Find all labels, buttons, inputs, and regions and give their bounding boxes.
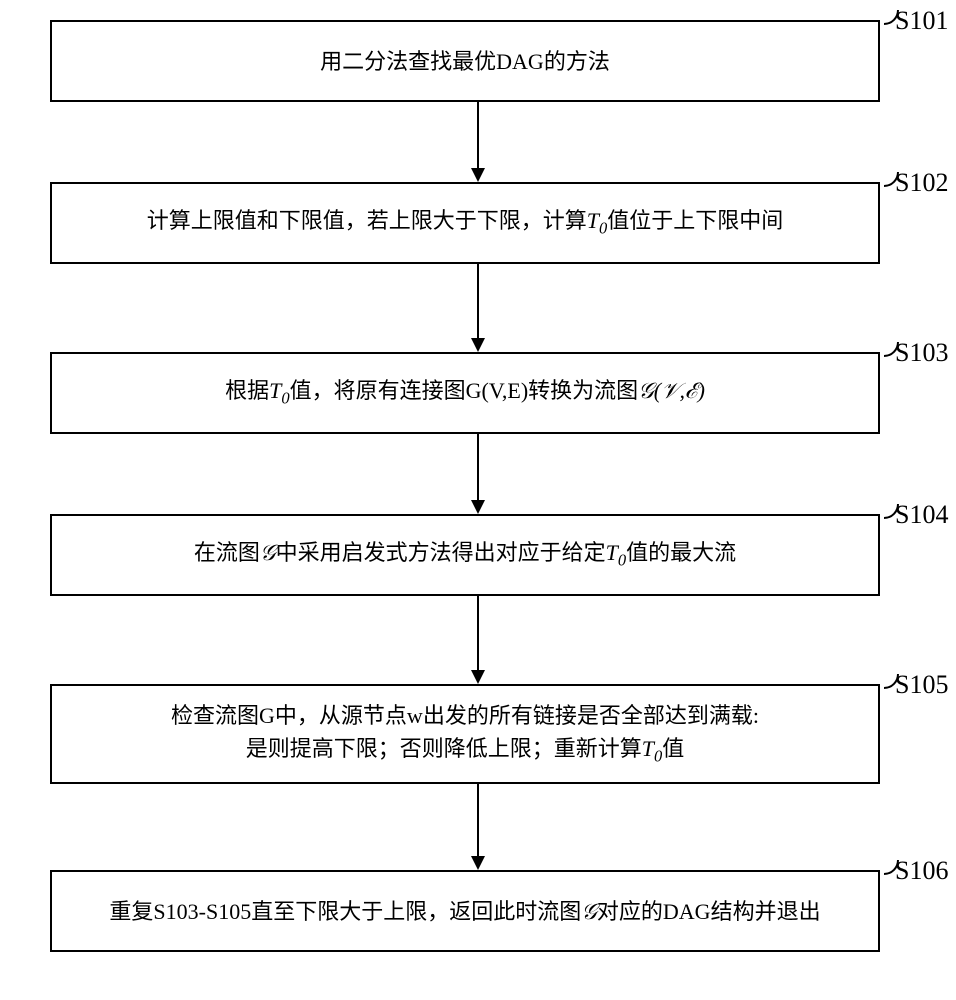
label-leader-s105 [883, 673, 899, 689]
step-text-s102: 计算上限值和下限值，若上限大于下限，计算T0值位于上下限中间 [147, 204, 784, 241]
label-leader-s103 [883, 341, 899, 357]
flowchart-canvas: 用二分法查找最优DAG的方法 S101 计算上限值和下限值，若上限大于下限，计算T0… [0, 0, 956, 1000]
step-box-s106: 重复S103-S105直至下限大于上限，返回此时流图𝒢对应的DAG结构并退出 [50, 870, 880, 952]
step-label-s101: S101 [895, 6, 948, 36]
label-leader-s102 [883, 171, 899, 187]
arrow-s105-s106 [458, 784, 498, 870]
arrow-s101-s102 [458, 102, 498, 182]
step-box-s102: 计算上限值和下限值，若上限大于下限，计算T0值位于上下限中间 [50, 182, 880, 264]
arrow-s102-s103 [458, 264, 498, 352]
arrow-s104-s105 [458, 596, 498, 684]
step-box-s101: 用二分法查找最优DAG的方法 [50, 20, 880, 102]
step-box-s105: 检查流图G中，从源节点w出发的所有链接是否全部达到满载:是则提高下限；否则降低上… [50, 684, 880, 784]
step-label-s106: S106 [895, 856, 948, 886]
arrow-s103-s104 [458, 434, 498, 514]
label-leader-s106 [883, 859, 899, 875]
step-box-s104: 在流图𝒢中采用启发式方法得出对应于给定T0值的最大流 [50, 514, 880, 596]
step-label-s102: S102 [895, 168, 948, 198]
step-text-s101: 用二分法查找最优DAG的方法 [320, 45, 610, 78]
step-text-s105: 检查流图G中，从源节点w出发的所有链接是否全部达到满载:是则提高下限；否则降低上… [171, 699, 759, 769]
step-text-s103: 根据T0值，将原有连接图G(V,E)转换为流图𝒢(𝒱,ℰ) [225, 374, 705, 411]
label-leader-s101 [883, 9, 899, 25]
step-label-s103: S103 [895, 338, 948, 368]
step-label-s104: S104 [895, 500, 948, 530]
step-text-s106: 重复S103-S105直至下限大于上限，返回此时流图𝒢对应的DAG结构并退出 [109, 895, 820, 928]
step-box-s103: 根据T0值，将原有连接图G(V,E)转换为流图𝒢(𝒱,ℰ) [50, 352, 880, 434]
label-leader-s104 [883, 503, 899, 519]
step-label-s105: S105 [895, 670, 948, 700]
step-text-s104: 在流图𝒢中采用启发式方法得出对应于给定T0值的最大流 [194, 536, 736, 573]
